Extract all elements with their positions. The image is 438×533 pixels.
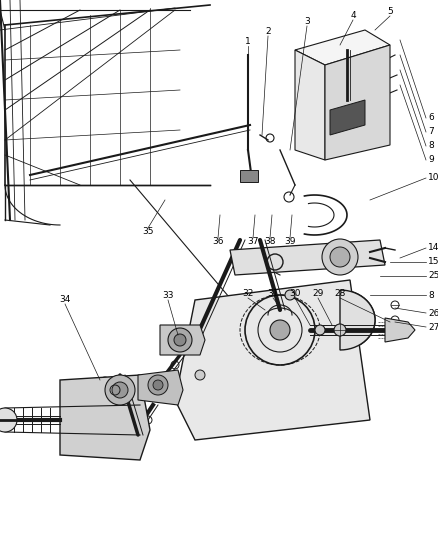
Bar <box>240 170 258 182</box>
Text: 33: 33 <box>162 292 174 301</box>
Polygon shape <box>230 240 385 275</box>
Polygon shape <box>295 50 325 160</box>
Text: 6: 6 <box>428 114 434 123</box>
Polygon shape <box>60 375 150 460</box>
Circle shape <box>174 334 186 346</box>
Text: 2: 2 <box>265 28 271 36</box>
Text: 5: 5 <box>387 7 393 17</box>
Circle shape <box>315 325 325 335</box>
Text: 9: 9 <box>428 156 434 165</box>
Text: 38: 38 <box>264 238 276 246</box>
Circle shape <box>195 370 205 380</box>
Polygon shape <box>340 290 375 350</box>
Text: 14: 14 <box>428 244 438 253</box>
Text: 3: 3 <box>304 18 310 27</box>
Polygon shape <box>325 45 390 160</box>
Text: 30: 30 <box>289 289 301 298</box>
Text: 34: 34 <box>59 295 71 304</box>
Circle shape <box>148 375 168 395</box>
Polygon shape <box>330 100 365 135</box>
Text: 8: 8 <box>428 141 434 150</box>
Circle shape <box>112 382 128 398</box>
Circle shape <box>105 375 135 405</box>
Text: 10: 10 <box>428 174 438 182</box>
Text: 32: 32 <box>242 289 254 298</box>
Text: 26: 26 <box>428 309 438 318</box>
Text: 4: 4 <box>350 12 356 20</box>
Polygon shape <box>385 318 415 342</box>
Text: 1: 1 <box>245 37 251 46</box>
Text: 7: 7 <box>428 127 434 136</box>
Circle shape <box>285 290 295 300</box>
Text: 27: 27 <box>428 322 438 332</box>
Polygon shape <box>175 280 370 440</box>
Polygon shape <box>160 325 205 355</box>
Text: 28: 28 <box>334 289 346 298</box>
Text: 37: 37 <box>247 238 259 246</box>
Text: 29: 29 <box>312 289 324 298</box>
Text: 25: 25 <box>428 271 438 280</box>
Circle shape <box>322 239 358 275</box>
Circle shape <box>330 247 350 267</box>
Polygon shape <box>138 370 183 405</box>
Text: 35: 35 <box>142 228 154 237</box>
Text: 39: 39 <box>284 238 296 246</box>
Circle shape <box>168 328 192 352</box>
Circle shape <box>153 380 163 390</box>
Text: 8: 8 <box>428 290 434 300</box>
Circle shape <box>270 320 290 340</box>
Polygon shape <box>295 30 390 65</box>
Circle shape <box>0 408 17 432</box>
Text: 36: 36 <box>212 238 224 246</box>
Circle shape <box>334 324 346 336</box>
Text: 15: 15 <box>428 257 438 266</box>
Text: 31: 31 <box>267 289 279 298</box>
